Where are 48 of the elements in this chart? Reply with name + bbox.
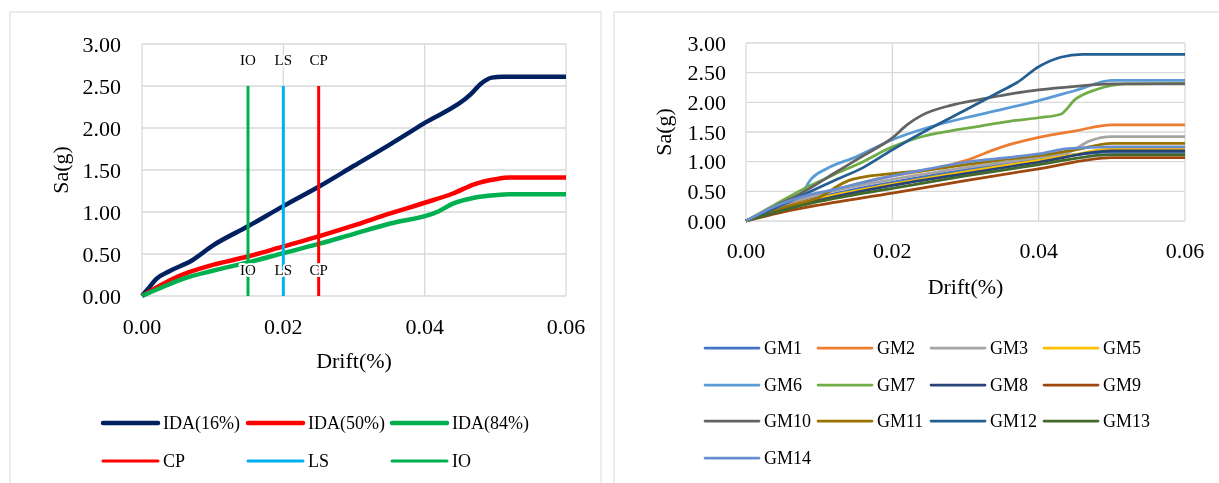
legend-label: GM6	[764, 375, 803, 395]
x-axis-title: Drift(%)	[316, 348, 392, 373]
annotation: IO	[240, 52, 257, 68]
x-tick-label: 0.04	[1019, 238, 1058, 263]
y-tick-label: 2.00	[687, 89, 726, 115]
x-tick-label: 0.02	[873, 238, 912, 263]
y-tick-label: 0.00	[687, 208, 726, 234]
y-tick-label: 2.00	[82, 115, 121, 141]
legend-label: GM10	[764, 411, 812, 431]
legend-label: GM14	[764, 448, 812, 468]
legend-label: IO	[452, 451, 471, 471]
legend-label: GM1	[764, 338, 803, 358]
legend-label: GM13	[1103, 411, 1151, 431]
y-tick-label: 3.00	[687, 30, 726, 56]
x-tick-label: 0.06	[546, 314, 586, 339]
x-axis-title: Drift(%)	[927, 274, 1004, 299]
legend-label: GM7	[877, 375, 916, 395]
legend-label: GM3	[990, 338, 1029, 358]
legend-label: LS	[308, 451, 330, 471]
y-tick-label: 2.50	[687, 60, 726, 86]
legend-label: GM5	[1103, 338, 1142, 358]
y-tick-label: 1.00	[687, 149, 726, 175]
y-tick-label: 0.50	[82, 241, 121, 267]
x-tick-label: 0.06	[1165, 238, 1205, 263]
x-tick-label: 0.00	[122, 314, 162, 339]
legend-label: IDA(84%)	[452, 413, 529, 434]
y-tick-label: 3.00	[82, 31, 121, 57]
legend-label: GM9	[1103, 375, 1142, 395]
legend-label: IDA(50%)	[308, 413, 385, 434]
y-axis-title: Sa(g)	[47, 146, 73, 194]
x-tick-label: 0.02	[264, 314, 303, 339]
legend-label: IDA(16%)	[163, 413, 240, 434]
legend-label: CP	[163, 451, 186, 471]
x-tick-label: 0.00	[726, 238, 766, 263]
y-tick-label: 1.00	[82, 199, 121, 225]
y-axis-title: Sa(g)	[650, 108, 676, 156]
legend-label: GM12	[990, 411, 1038, 431]
y-tick-label: 0.00	[82, 283, 121, 309]
y-tick-label: 0.50	[687, 178, 726, 204]
legend-label: GM11	[877, 411, 924, 431]
legend-label: GM8	[990, 375, 1029, 395]
annotation: LS	[274, 52, 293, 68]
x-tick-label: 0.04	[405, 314, 444, 339]
y-tick-label: 1.50	[687, 119, 726, 145]
legend-label: GM2	[877, 338, 916, 358]
y-tick-label: 1.50	[82, 157, 121, 183]
annotation: CP	[309, 52, 328, 68]
y-tick-label: 2.50	[82, 73, 121, 99]
